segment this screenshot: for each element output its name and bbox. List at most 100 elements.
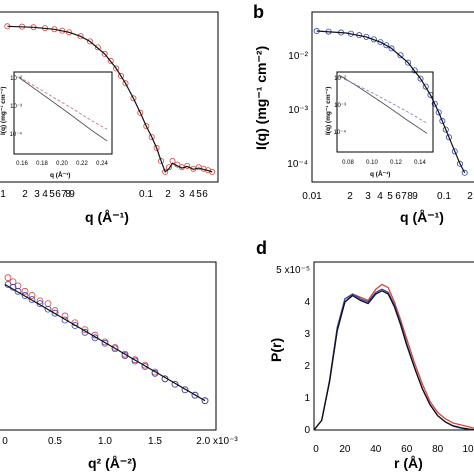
panel-a-xtick: 0.1 — [139, 189, 153, 200]
panel-b-point — [451, 148, 458, 155]
panel-a-xlabel: q (Å⁻¹) — [85, 209, 129, 225]
panel-b-point — [383, 42, 390, 49]
panel-a-inset-xtick: 0.20 — [56, 161, 68, 167]
panel-b-inset-frame — [336, 71, 434, 153]
panel-d-curve-black — [313, 290, 474, 431]
panel-a-xtick-minor: 4 — [42, 189, 48, 200]
panel-c-point-blue — [131, 357, 139, 365]
panel-b-inset-solid — [339, 74, 428, 134]
panel-c-xtick: 0.5 — [48, 436, 62, 447]
panel-c-xtick: 0 — [2, 436, 8, 447]
panel-c-point-red — [21, 287, 29, 295]
panel-b-point — [377, 39, 384, 46]
panel-b-xtick-minor: 7 — [401, 191, 407, 202]
panel-b-frame — [311, 11, 474, 183]
panel-c-point-blue — [171, 380, 179, 388]
panel-c-fit-line — [4, 283, 206, 402]
panel-b-point — [439, 118, 446, 125]
panel-b-xlabel: q (Å⁻¹) — [400, 209, 444, 225]
panel-a-point — [118, 72, 125, 79]
panel-a-xtick-minor: 2 — [22, 189, 28, 200]
panel-a-point — [184, 162, 191, 169]
panel-a-xtick-minor: 3 — [179, 189, 185, 200]
panel-a-point — [137, 109, 144, 116]
panel-b-inset-xlabel: q (Å⁻¹) — [370, 169, 390, 178]
panel-d-frame — [313, 261, 474, 431]
panel-a-inset-dashed — [18, 76, 108, 130]
panel-c-point-blue — [181, 386, 189, 394]
panel-a-inset-xlabel: q (Å⁻¹) — [50, 170, 70, 179]
panel-a-point — [148, 133, 155, 140]
panel-a-inset-ytick: 10⁻² — [10, 76, 22, 82]
panel-a-point — [153, 144, 160, 151]
panel-d-xtick: 20 — [339, 444, 351, 455]
panel-c-frame — [0, 261, 217, 431]
panel-b-xtick-minor: 9 — [412, 191, 418, 202]
panel-b-point — [411, 67, 418, 74]
panel-a-xtick-minor: 2 — [165, 189, 171, 200]
panel-c-xtick: 2.0 x10⁻³ — [196, 436, 238, 447]
panel-b-inset-xtick: 0.14 — [414, 160, 426, 166]
panel-d-ytick: 4 — [304, 297, 310, 308]
panel-a-point — [209, 168, 216, 175]
panel-b-inset: 0.08 0.10 0.12 0.14 10⁻² 10⁻³ 10⁻⁴ q (Å⁻¹) I(q… — [325, 71, 434, 178]
panel-b-marks — [313, 28, 468, 176]
panel-c-point-red — [14, 282, 22, 290]
panel-d-xlabel: r (Å) — [394, 455, 423, 471]
panel-d-marks — [313, 283, 474, 431]
panel-d-ytick: 3 — [304, 329, 310, 340]
panel-a-xtick-minor: 8 — [65, 189, 71, 200]
panel-d-curve-blue — [313, 288, 474, 431]
panel-c: 0 0.5 1.0 1.5 2.0 x10⁻³ q² (Å⁻²) — [0, 261, 238, 471]
panel-c-point-red — [44, 300, 52, 308]
panel-c-point-red — [28, 292, 36, 299]
panel-b-inset-ytick: 10⁻² — [334, 76, 346, 82]
panel-b-point — [431, 100, 438, 107]
panel-a-point — [107, 57, 114, 64]
panel-b-point — [461, 169, 468, 176]
panel-a-point — [77, 33, 84, 40]
panel-d-xtick: 80 — [432, 444, 444, 455]
panel-b-point — [456, 160, 463, 167]
panel-d-xtick: 0 — [313, 444, 319, 455]
panel-a-point — [94, 44, 101, 51]
panel-b-point — [397, 52, 404, 59]
panel-b-label: b — [253, 2, 264, 22]
panel-a-point — [130, 95, 137, 102]
panel-d-xtick: 40 — [370, 444, 382, 455]
panel-c-point-blue — [141, 363, 149, 370]
panel-a-xtick-minor: 4 — [189, 189, 195, 200]
panel-d-label: d — [256, 238, 267, 258]
panel-b-point — [445, 134, 452, 141]
panel-c-xtick: 1.5 — [148, 436, 162, 447]
panel-a-point — [113, 65, 120, 72]
panel-a-point — [122, 80, 129, 87]
panel-a-xtick: 1 — [0, 189, 6, 200]
panel-a-xtick-minor: 9 — [69, 189, 75, 200]
panel-a-inset-xtick: 0.16 — [16, 161, 28, 167]
panel-c-marks — [4, 274, 209, 405]
panel-a-inset-frame — [13, 71, 113, 155]
panel-a-inset-ytick: 10⁻³ — [10, 104, 22, 110]
panel-a-inset-xtick: 0.24 — [96, 161, 108, 167]
panel-b-xtick-minor: 6 — [395, 191, 401, 202]
panel-c-point-blue — [91, 334, 99, 342]
panel-a-inset-ytick: 10⁻⁴ — [10, 131, 23, 138]
panel-c-point-blue — [201, 397, 209, 405]
panel-b-point — [388, 45, 395, 52]
panel-c-point-red — [4, 274, 12, 282]
panel-b-xtick: 0.1 — [437, 191, 451, 202]
panel-b-xtick-minor: 2 — [467, 191, 473, 202]
panel-a-ticks: 1 0.12 3 4 5 6 789 2 3 4 5 6 — [0, 189, 208, 200]
panel-b-point — [417, 75, 424, 82]
panel-a: 1 0.12 3 4 5 6 789 2 3 4 5 6 q (Å⁻¹) 0.16 0.18 0.20 0.… — [0, 11, 219, 225]
panel-b-fit-line — [316, 30, 466, 174]
panel-d-xtick: 10 — [462, 444, 474, 455]
panel-a-xtick-minor: 6 — [202, 189, 208, 200]
panel-d-ytick: 5 x10⁻⁵ — [276, 265, 310, 276]
panel-d-ytick: 2 — [304, 361, 310, 372]
panel-b-xtick-minor: 3 — [365, 191, 371, 202]
panel-b-inset-xtick: 0.10 — [366, 160, 378, 166]
panel-a-inset: 0.16 0.18 0.20 0.22 0.24 10⁻² 10⁻³ 10⁻⁴ q (Å⁻¹)… — [0, 71, 113, 179]
panel-c-point-blue — [71, 322, 79, 329]
